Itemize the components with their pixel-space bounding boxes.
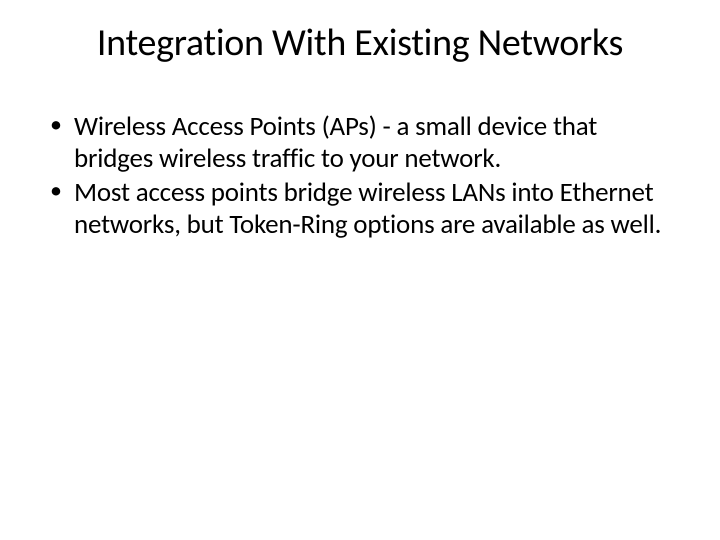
bullet-list: Wireless Access Points (APs) - a small d… bbox=[50, 111, 680, 240]
slide-title: Integration With Existing Networks bbox=[40, 20, 680, 66]
slide-content: Wireless Access Points (APs) - a small d… bbox=[40, 111, 680, 240]
bullet-item: Wireless Access Points (APs) - a small d… bbox=[50, 111, 680, 175]
slide-container: Integration With Existing Networks Wirel… bbox=[0, 0, 720, 540]
bullet-item: Most access points bridge wireless LANs … bbox=[50, 177, 680, 241]
